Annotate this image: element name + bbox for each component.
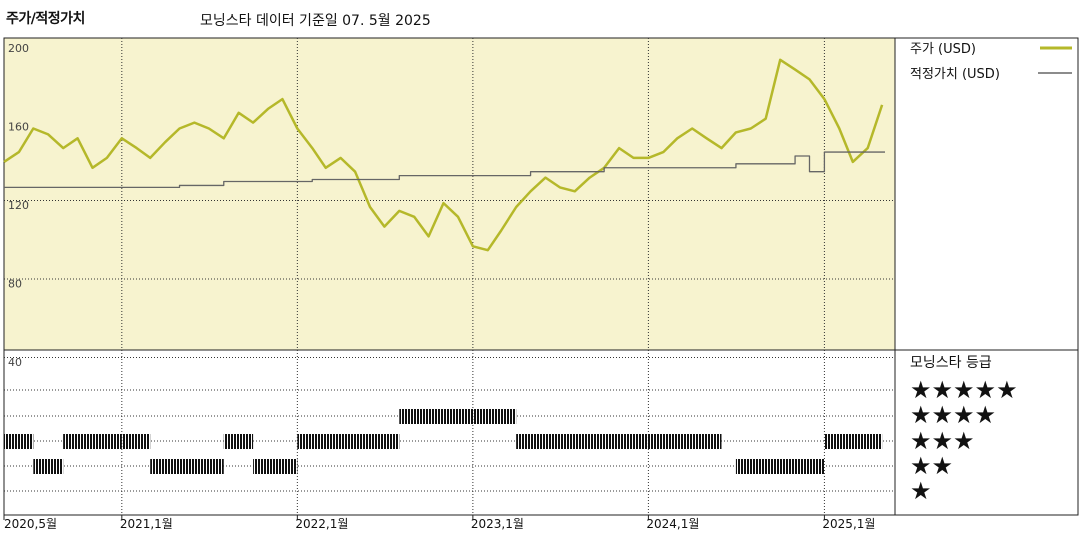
outer-frame <box>3 37 1079 516</box>
rating-bar-2-stars <box>33 459 64 474</box>
rating-5-stars: ★★★★★ <box>910 376 1018 404</box>
x-tick-label: 2020,5월 <box>4 517 57 531</box>
chart-background <box>3 37 1079 516</box>
y-tick-label: 80 <box>8 278 22 291</box>
rating-bar-3-stars <box>692 434 722 449</box>
rating-bar-3-stars <box>824 434 883 449</box>
x-tick-label: 2025,1월 <box>822 517 875 531</box>
rating-bar-3-stars <box>223 434 254 449</box>
rating-1-star: ★ <box>910 477 932 505</box>
rating-bar-4-stars <box>399 409 517 424</box>
price-series-line <box>3 58 884 252</box>
rating-4-stars: ★★★★ <box>910 401 996 429</box>
rating-bar-2-stars <box>735 459 825 474</box>
y-tick-label: 200 <box>8 42 29 55</box>
x-tick-label: 2021,1월 <box>120 517 173 531</box>
price-area-background <box>4 38 895 350</box>
rating-3-stars: ★★★ <box>910 427 975 455</box>
rating-history-bars <box>4 409 883 474</box>
chart-subtitle: 모닝스타 데이터 기준일 07. 5월 2025 <box>200 13 431 29</box>
x-axis-ticks: 2020,5월 2021,1월 2022,1월 2023,1월 2024,1월 2025,… <box>3 515 875 531</box>
legend-fair-value-label: 적정가치 (USD) <box>910 67 1000 82</box>
legend-price-label: 주가 (USD) <box>910 42 976 57</box>
rating-bar-3-stars <box>121 434 151 449</box>
fair-value-series-line <box>4 151 885 189</box>
x-tick-label: 2023,1월 <box>471 517 524 531</box>
rating-2-stars: ★★ <box>910 452 953 480</box>
x-tick-label: 2024,1월 <box>646 517 699 531</box>
y-axis-ticks: 200 160 120 80 40 <box>8 42 29 369</box>
y-tick-label: 40 <box>8 356 22 369</box>
chart-title: 주가/적정가치 <box>6 11 85 27</box>
rating-title: 모닝스타 등급 <box>910 355 992 371</box>
rating-bar-3-stars <box>516 434 693 449</box>
y-tick-label: 160 <box>8 121 29 134</box>
rating-bar-2-stars <box>253 459 298 474</box>
rating-bar-2-stars <box>150 459 224 474</box>
legend: 주가 (USD) 적정가치 (USD) <box>910 42 1072 82</box>
rating-bar-3-stars <box>77 434 122 449</box>
rating-bar-3-stars <box>63 434 78 449</box>
y-tick-label: 120 <box>8 199 29 212</box>
rating-bar-3-stars <box>297 434 400 449</box>
x-tick-label: 2022,1월 <box>295 517 348 531</box>
rating-legend: 모닝스타 등급 ★★★★★ ★★★★ ★★★ ★★ ★ <box>910 355 1018 505</box>
series-lines <box>3 58 885 252</box>
rating-bar-3-stars <box>4 434 34 449</box>
